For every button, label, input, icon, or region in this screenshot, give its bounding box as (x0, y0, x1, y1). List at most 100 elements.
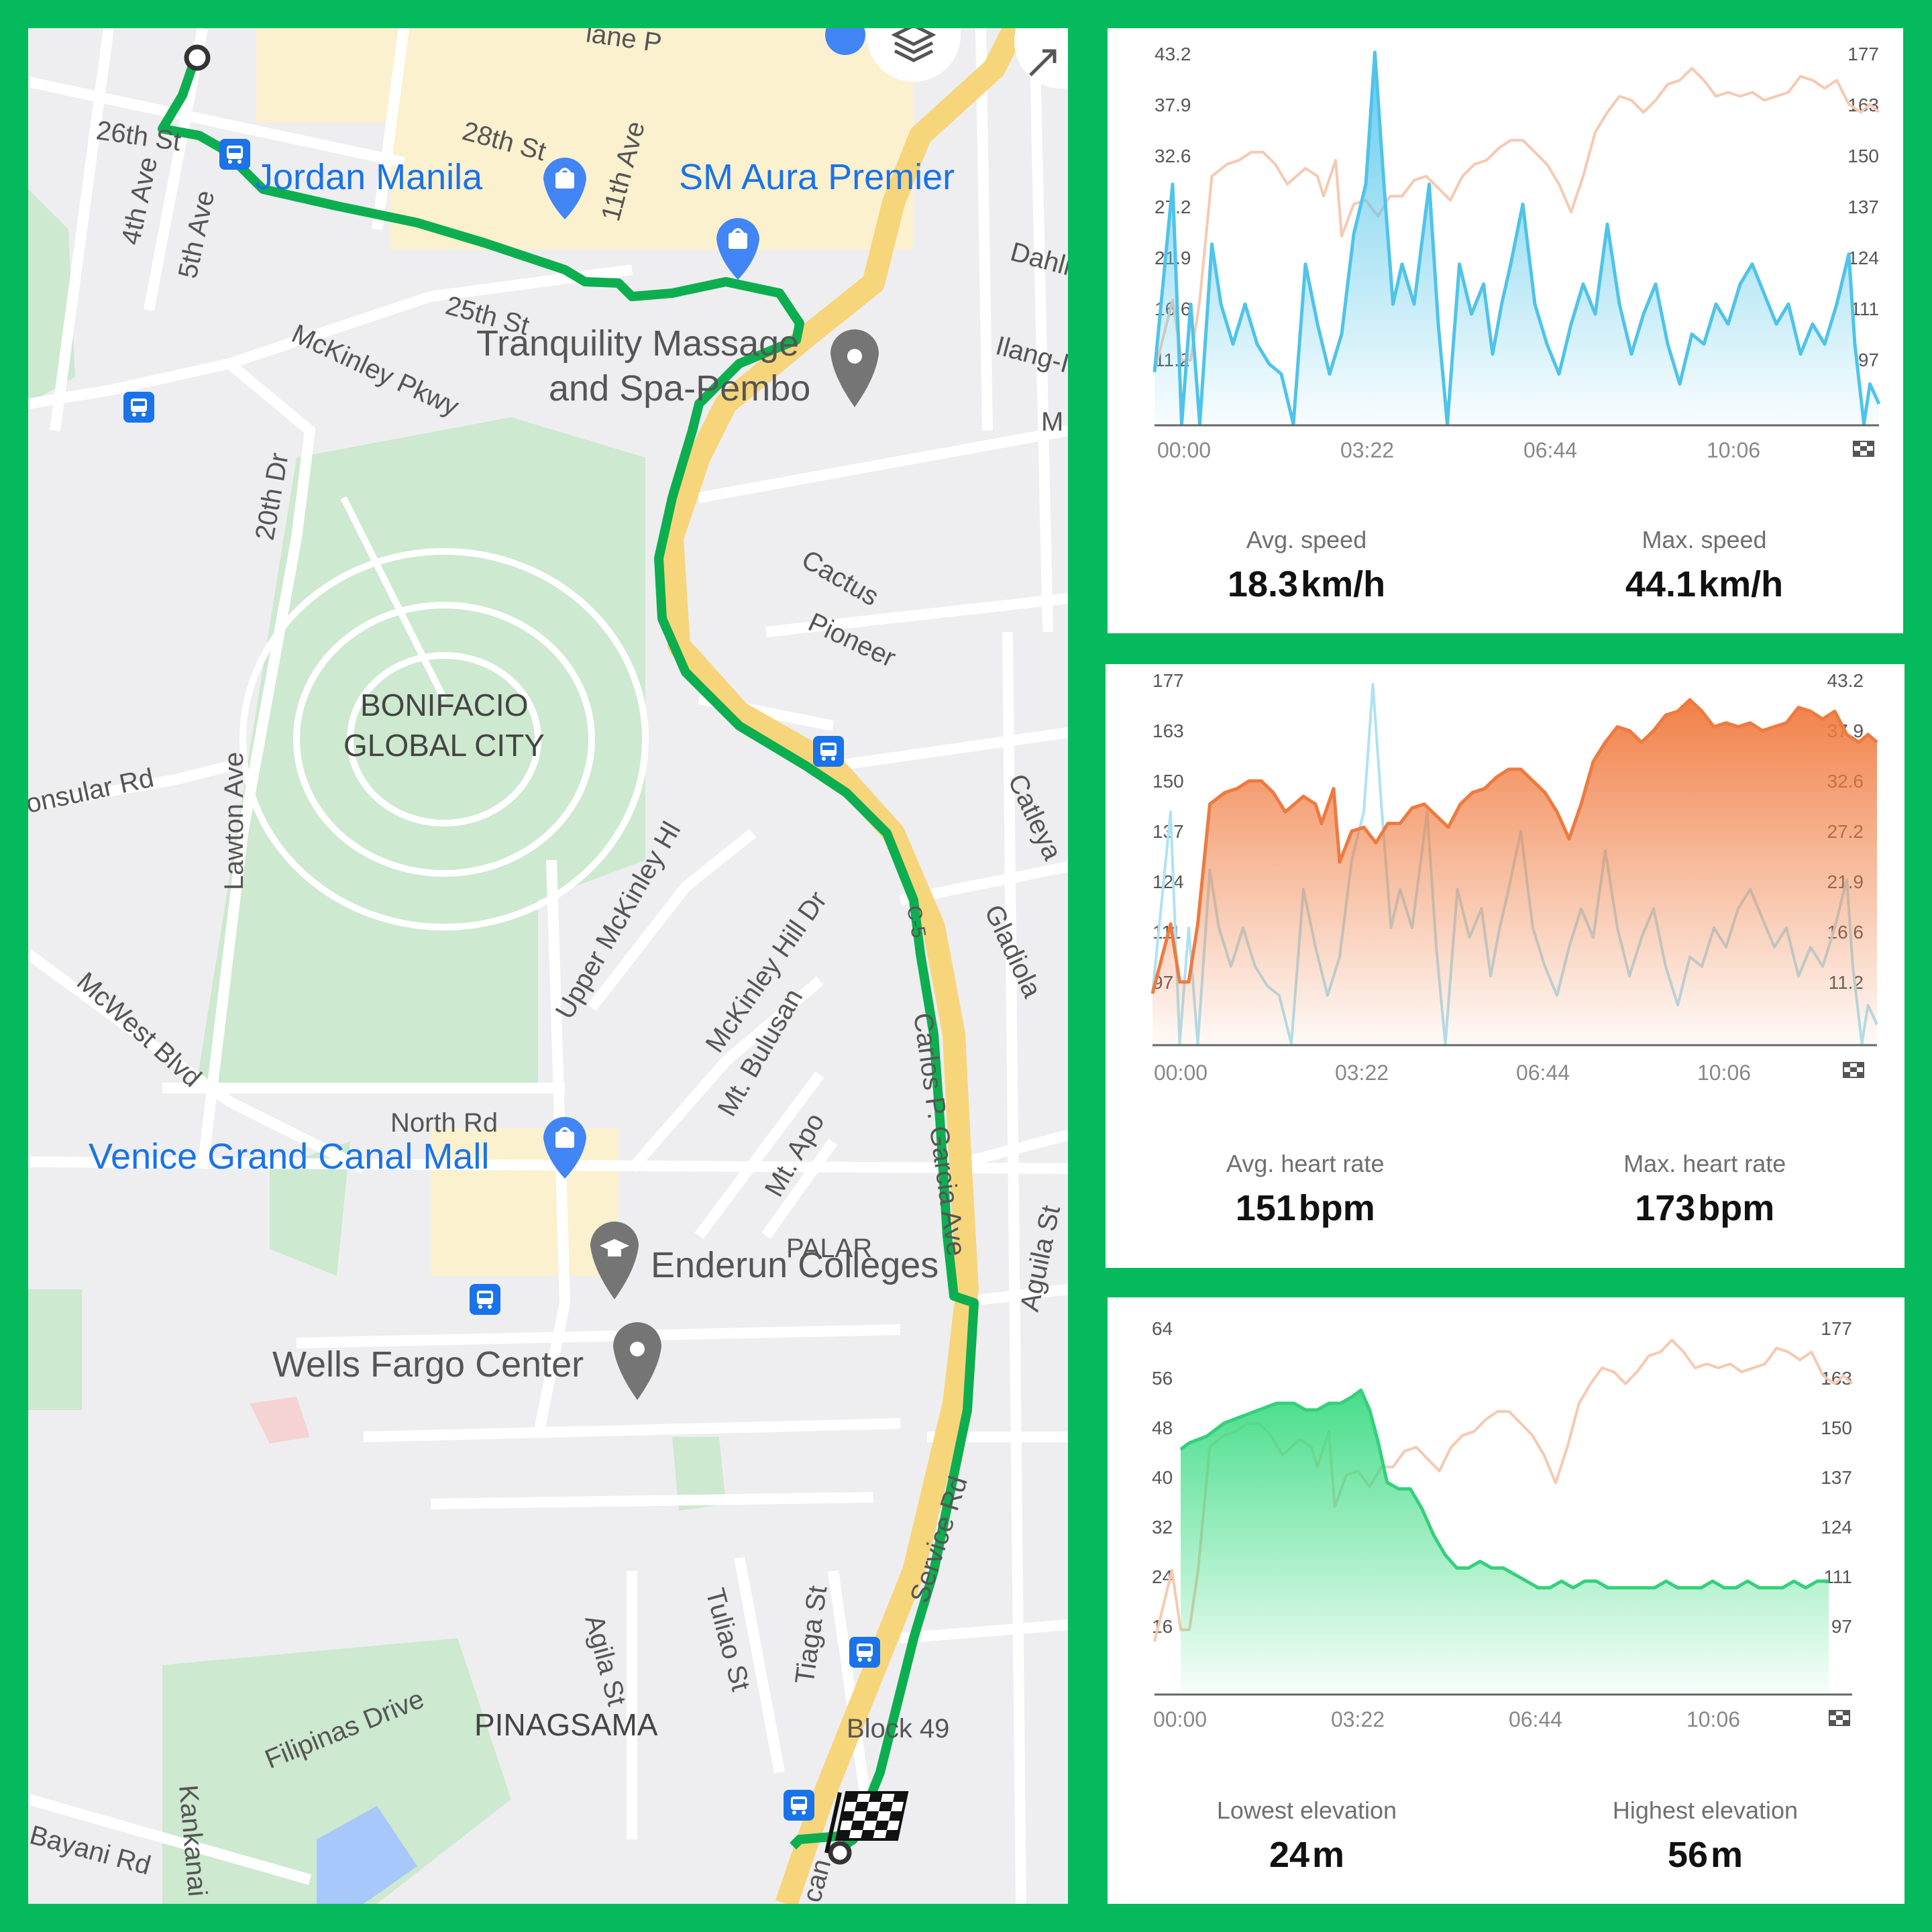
max-heart-rate-stat: Max. heart rate 173bpm (1505, 1150, 1905, 1229)
district-label: PINAGSAMA (474, 1707, 658, 1742)
right-axis-tick: 150 (1847, 146, 1879, 166)
bus-stop-icon[interactable] (123, 392, 154, 423)
avg-speed-label: Avg. speed (1246, 526, 1367, 553)
finish-point-icon[interactable] (828, 1841, 852, 1865)
speed-stats: Avg. speed 18.3km/h Max. speed 44.1km/h (1108, 499, 1903, 633)
layers-icon[interactable] (867, 28, 961, 82)
x-axis-tick: 10:06 (1686, 1707, 1740, 1731)
plot-area (1153, 1338, 1854, 1693)
avg-heart-rate-stat: Avg. heart rate 151bpm (1106, 1150, 1505, 1229)
primary-series-line (1152, 50, 1881, 426)
right-axis-tick: 150 (1821, 1417, 1852, 1438)
x-axis-tick: 06:44 (1516, 1061, 1570, 1085)
right-axis-tick: 124 (1847, 248, 1879, 268)
max-heart-rate-unit: bpm (1698, 1188, 1775, 1228)
street-label: Ilang-I (993, 331, 1068, 378)
poi-label-jordan: Jordan Manila (255, 157, 483, 197)
expand-icon[interactable] (1014, 28, 1068, 89)
highest-elevation-value: 56 (1667, 1835, 1709, 1875)
left-axis-tick: 177 (1152, 670, 1184, 691)
left-axis-tick: 150 (1152, 771, 1184, 792)
commercial-area (390, 28, 914, 250)
max-speed-unit: km/h (1699, 564, 1784, 604)
shopping-bag-icon[interactable] (716, 218, 759, 280)
right-axis-tick: 177 (1821, 1318, 1852, 1339)
right-axis-tick: 137 (1821, 1467, 1852, 1488)
right-axis-tick: 163 (1847, 95, 1879, 115)
lowest-elevation-unit: m (1312, 1835, 1345, 1875)
right-axis-tick: 111 (1850, 299, 1879, 319)
finish-flag-icon[interactable] (824, 1791, 909, 1854)
lowest-elevation-label: Lowest elevation (1216, 1796, 1397, 1824)
street-label: onsular Rd (28, 763, 156, 819)
place-pin-icon[interactable] (830, 329, 879, 407)
lowest-elevation-stat: Lowest elevation 24m (1108, 1796, 1506, 1876)
finish-flag-icon (1853, 441, 1874, 457)
left-axis-tick: 16 (1152, 1616, 1173, 1637)
x-axis-ticks: 00:00 03:22 06:44 10:06 (1154, 1061, 1751, 1085)
start-point-icon[interactable] (184, 44, 211, 71)
left-axis-tick: 124 (1152, 871, 1184, 892)
street-label: Aguila St (1015, 1203, 1066, 1314)
shopping-bag-icon[interactable] (543, 158, 586, 219)
secondary-series-line (1153, 66, 1880, 373)
route-map[interactable]: 26th St 28th St 4th Ave 5th Ave 11th Ave… (28, 28, 1068, 1904)
avg-heart-rate-unit: bpm (1298, 1188, 1375, 1228)
right-axis-tick: 43.2 (1827, 670, 1864, 691)
minor-roads (28, 28, 1068, 1904)
left-axis-tick: 37.9 (1155, 95, 1191, 115)
street-label: McWest Blvd (71, 967, 207, 1093)
x-axis-tick: 06:44 (1523, 438, 1577, 462)
map-canvas[interactable]: 26th St 28th St 4th Ave 5th Ave 11th Ave… (28, 28, 1068, 1904)
primary-series-line (1150, 698, 1878, 994)
street-label: Lawton Ave (219, 752, 249, 890)
right-axis-tick: 97 (1831, 1616, 1852, 1637)
x-axis-tick: 10:06 (1697, 1061, 1751, 1085)
street-label: Cactus (797, 545, 884, 612)
poi-label-enderun: Enderun Colleges (651, 1245, 938, 1285)
shopping-bag-icon[interactable] (543, 1117, 586, 1179)
poi-label-tranquility-2: and Spa-Pembo (549, 368, 810, 409)
school-icon[interactable] (590, 1222, 639, 1299)
avg-speed-unit: km/h (1301, 564, 1386, 604)
bus-stop-icon[interactable] (219, 139, 250, 170)
bus-stop-icon[interactable] (813, 736, 844, 767)
left-axis-tick: 43.2 (1155, 44, 1191, 64)
park-area (672, 1437, 726, 1511)
poi-label-venice: Venice Grand Canal Mall (89, 1136, 489, 1177)
x-axis-tick: 00:00 (1157, 438, 1211, 462)
max-speed-label: Max. speed (1642, 526, 1767, 553)
max-speed-stat: Max. speed 44.1km/h (1505, 526, 1903, 605)
left-axis-tick: 64 (1152, 1318, 1173, 1339)
place-pin-icon[interactable] (613, 1322, 661, 1400)
bus-stop-icon[interactable] (849, 1637, 880, 1668)
finish-flag-icon (1843, 1062, 1864, 1078)
right-axis-tick: 177 (1847, 44, 1879, 64)
speed-chart[interactable]: 43.237.932.627.221.916.611.2 17716315013… (1108, 28, 1903, 484)
bus-stop-icon[interactable] (470, 1284, 500, 1315)
street-label: PALAR (786, 1234, 872, 1263)
primary-series-line (1179, 1388, 1829, 1590)
heart-rate-stats: Avg. heart rate 151bpm Max. heart rate 1… (1106, 1134, 1904, 1268)
poi-label-wells: Wells Fargo Center (272, 1344, 584, 1385)
bgc-rings (239, 496, 649, 930)
x-axis-tick: 03:22 (1335, 1061, 1389, 1085)
highest-elevation-label: Highest elevation (1612, 1796, 1799, 1824)
right-axis-tick: 124 (1821, 1517, 1852, 1538)
bus-stop-icon[interactable] (784, 1790, 814, 1821)
water-area (317, 1806, 417, 1904)
max-heart-rate-label: Max. heart rate (1623, 1150, 1786, 1177)
x-axis-ticks: 00:00 03:22 06:44 10:06 (1153, 1707, 1740, 1731)
avg-heart-rate-value: 151 (1235, 1188, 1296, 1228)
street-label: 5th Ave (173, 188, 221, 281)
speed-chart-panel: 43.237.932.627.221.916.611.2 17716315013… (1108, 28, 1903, 633)
left-axis-tick: 56 (1152, 1368, 1173, 1389)
left-axis-tick: 48 (1152, 1417, 1173, 1438)
park-area (162, 1638, 511, 1904)
max-speed-value: 44.1 (1625, 564, 1697, 604)
avg-speed-stat: Avg. speed 18.3km/h (1108, 526, 1505, 605)
